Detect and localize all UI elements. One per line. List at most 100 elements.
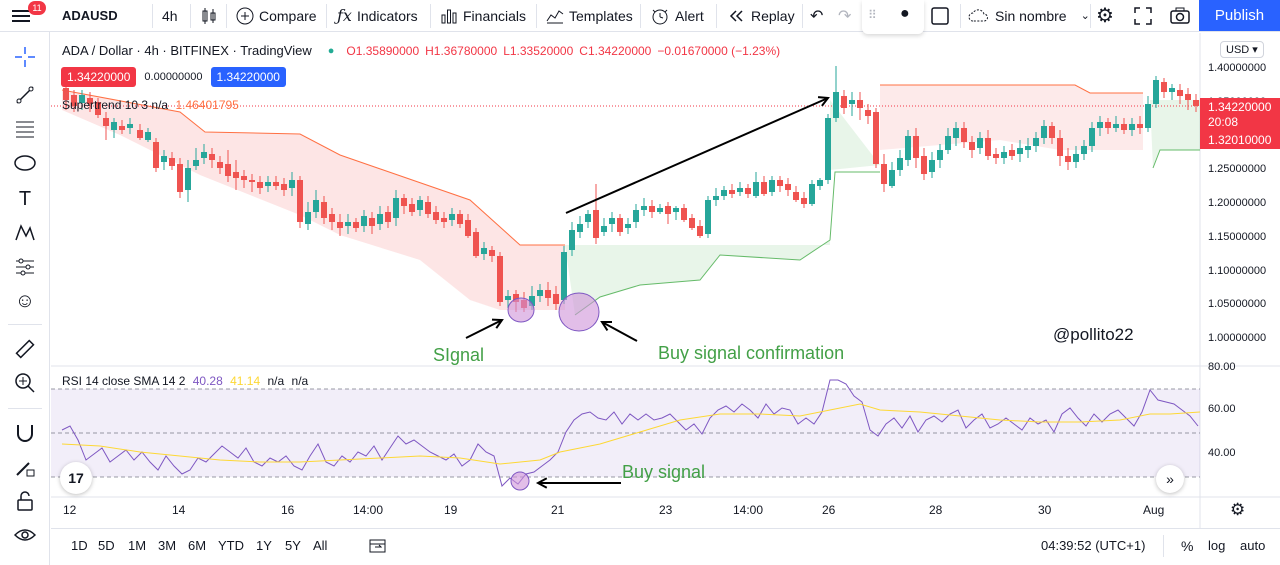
dot-icon[interactable]: ●	[900, 5, 910, 22]
rsi-na-1: n/a	[267, 374, 285, 388]
percent-toggle[interactable]: %	[1181, 538, 1194, 554]
candle-up	[769, 180, 775, 192]
icons-tool[interactable]: ☺	[10, 286, 40, 316]
chart-settings-button[interactable]: ⚙	[1230, 500, 1245, 520]
clock[interactable]: 04:39:52 (UTC+1)	[1041, 538, 1146, 553]
time-tick-label: 19	[444, 503, 458, 517]
trend-line-tool[interactable]	[10, 80, 40, 110]
sell-button[interactable]: 1.34220000	[61, 67, 137, 87]
time-tick-label: 16	[281, 503, 295, 517]
redo-button[interactable]: ↷	[838, 0, 851, 31]
buy-signal-annotation: Buy signal	[622, 462, 706, 482]
range-button-all[interactable]: All	[313, 538, 328, 553]
zoom-tool[interactable]	[10, 368, 40, 398]
log-toggle[interactable]: log	[1208, 538, 1226, 553]
auto-toggle[interactable]: auto	[1240, 538, 1266, 553]
indicators-button[interactable]: ƒx Indicators	[337, 0, 418, 31]
publish-button[interactable]: Publish	[1199, 0, 1280, 31]
stay-in-drawing-tool[interactable]	[10, 452, 40, 482]
compare-label: Compare	[259, 7, 317, 24]
range-button-5y[interactable]: 5Y	[285, 538, 301, 553]
patterns-tool[interactable]	[10, 218, 40, 248]
drag-handle-icon[interactable]: ⠿	[868, 8, 877, 22]
compare-button[interactable]: Compare	[236, 0, 317, 31]
fib-lines-icon	[16, 121, 34, 138]
candle-up	[585, 214, 591, 222]
currency-selector[interactable]: USD ▾	[1220, 41, 1264, 58]
candle-up	[1169, 88, 1175, 92]
candle-up	[889, 170, 895, 186]
candle-down	[681, 208, 687, 220]
range-button-3m[interactable]: 3M	[158, 538, 177, 553]
tv-logo-icon: 17	[68, 470, 84, 486]
replay-button[interactable]: Replay	[728, 0, 795, 31]
candle-down	[993, 154, 999, 158]
cloud-icon	[968, 8, 988, 21]
buy-confirmation-annotation: Buy signal confirmation	[658, 343, 845, 363]
symbol-search-button[interactable]: ADAUSD	[62, 8, 118, 23]
tradingview-logo[interactable]: 17	[60, 462, 92, 494]
change-value: −0.01670000 (−1.23%)	[657, 43, 781, 58]
supertrend-legend[interactable]: Supertrend 10 3 n/a 1.46401795	[62, 98, 239, 112]
candle-down	[1105, 122, 1111, 128]
candle-up	[1041, 126, 1047, 138]
candle-up	[1153, 80, 1159, 104]
range-button-1y[interactable]: 1Y	[256, 538, 272, 553]
candles-icon	[202, 7, 216, 24]
shapes-tool[interactable]	[10, 148, 40, 178]
time-tick-label: 28	[929, 503, 943, 517]
financials-button[interactable]: Financials	[440, 0, 526, 31]
fullscreen-rectangle-button[interactable]	[930, 0, 950, 31]
undo-button[interactable]: ↶	[810, 0, 823, 31]
date-range-button[interactable]	[369, 538, 387, 557]
alert-button[interactable]: Alert	[650, 0, 704, 31]
scroll-to-realtime-button[interactable]: »	[1156, 465, 1184, 493]
candle-down	[1161, 82, 1167, 92]
menu-button[interactable]	[10, 0, 32, 31]
range-button-1d[interactable]: 1D	[71, 538, 88, 553]
price-tick-label: 1.00000000	[1208, 332, 1267, 344]
buy-button[interactable]: 1.34220000	[210, 67, 286, 87]
supertrend-name: Supertrend 10 3	[62, 98, 149, 112]
layout-menu-button[interactable]: Sin nombre ⌄	[968, 0, 1090, 31]
candle-down	[649, 206, 655, 212]
snapshot-button[interactable]	[1170, 0, 1190, 31]
measure-tool[interactable]	[10, 334, 40, 364]
hide-tool[interactable]	[10, 520, 40, 550]
supertrend-up-fill	[565, 100, 880, 315]
candle-up	[601, 226, 607, 232]
prediction-tool[interactable]	[10, 252, 40, 282]
candle-down	[1185, 94, 1191, 100]
candle-up	[713, 196, 719, 200]
candle-down	[697, 226, 703, 236]
range-button-ytd[interactable]: YTD	[218, 538, 244, 553]
notification-badge: 11	[28, 1, 46, 15]
fullscreen-button[interactable]	[1134, 0, 1152, 31]
chart-title[interactable]: ADA / Dollar · 4h · BITFINEX · TradingVi…	[62, 43, 312, 58]
interval-button[interactable]: 4h	[162, 7, 178, 24]
candle-up	[753, 182, 759, 196]
signal-annotation: SIgnal	[433, 345, 485, 365]
trend-line-icon	[16, 86, 34, 104]
settings-button[interactable]: ⚙	[1096, 0, 1114, 31]
time-tick-label: 26	[822, 503, 836, 517]
close-value: C1.34220000	[579, 43, 652, 58]
chart-type-button[interactable]	[200, 0, 218, 31]
lock-tool[interactable]	[10, 486, 40, 516]
magnet-tool[interactable]	[10, 418, 40, 448]
supertrend-up-line-2	[1152, 149, 1200, 169]
fib-tool[interactable]	[10, 114, 40, 144]
candle-down	[385, 212, 391, 222]
rsi-legend[interactable]: RSI 14 close SMA 14 2 40.28 41.14 n/a n/…	[62, 374, 308, 388]
range-button-6m[interactable]: 6M	[188, 538, 207, 553]
candle-down	[881, 164, 887, 184]
text-tool[interactable]: T	[10, 184, 40, 214]
author-watermark: @pollito22	[1053, 325, 1134, 344]
candle-up	[1073, 154, 1079, 162]
crosshair-tool[interactable]	[10, 42, 40, 72]
range-button-1m[interactable]: 1M	[128, 538, 147, 553]
templates-button[interactable]: Templates	[546, 0, 633, 31]
candle-down	[353, 222, 359, 228]
range-button-5d[interactable]: 5D	[98, 538, 115, 553]
candle-down	[761, 182, 767, 194]
